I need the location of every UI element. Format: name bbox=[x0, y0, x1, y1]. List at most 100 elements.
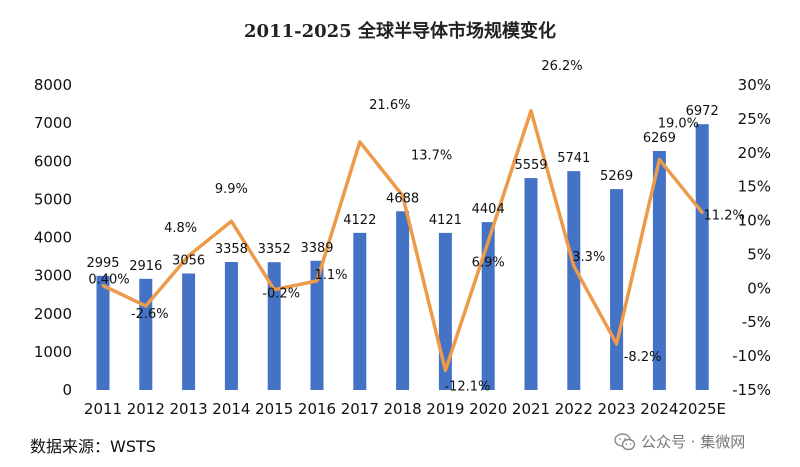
bar-value-label: 6972 bbox=[686, 104, 719, 119]
x-tick-label: 2022 bbox=[555, 400, 593, 418]
wechat-icon bbox=[614, 432, 636, 450]
left-tick-label: 4000 bbox=[34, 229, 72, 247]
left-axis: 0 1000 2000 3000 4000 5000 6000 7000 8000 bbox=[34, 76, 72, 399]
right-tick-label: 0% bbox=[747, 279, 771, 297]
line-point bbox=[443, 368, 447, 372]
bar bbox=[353, 232, 367, 390]
line-point bbox=[229, 219, 233, 223]
bar bbox=[695, 124, 709, 390]
growth-value-label: 26.2% bbox=[541, 59, 582, 74]
line-point bbox=[700, 210, 704, 214]
left-tick-label: 2000 bbox=[34, 305, 72, 323]
x-axis: 2011 2012 2013 2014 2015 2016 2017 2018 2019 2020… bbox=[84, 400, 726, 418]
right-tick-label: 10% bbox=[738, 212, 771, 230]
line-point bbox=[529, 109, 533, 113]
bar bbox=[139, 278, 153, 390]
x-tick-label: 2014 bbox=[212, 400, 250, 418]
right-tick-label: 30% bbox=[738, 76, 771, 94]
right-tick-label: 20% bbox=[738, 144, 771, 162]
x-tick-label: 2017 bbox=[341, 400, 379, 418]
bar-value-label: 2916 bbox=[129, 259, 162, 274]
bar bbox=[310, 260, 324, 390]
left-tick-label: 5000 bbox=[34, 190, 72, 208]
line-point bbox=[486, 240, 490, 244]
right-tick-label: -5% bbox=[742, 313, 771, 331]
point-labels: 0.40% -2.6% 4.8% 9.9% -0.2% 1.1% 21.6% 13.7% -12… bbox=[88, 59, 745, 395]
line-point bbox=[187, 254, 191, 258]
bar-value-label: 4688 bbox=[386, 191, 419, 206]
line-point bbox=[615, 342, 619, 346]
right-tick-label: 25% bbox=[738, 110, 771, 128]
bar-value-label: 5269 bbox=[600, 169, 633, 184]
bar bbox=[96, 275, 110, 390]
line-series bbox=[101, 109, 704, 373]
bar-value-label: 3358 bbox=[215, 242, 248, 257]
growth-value-label: -8.2% bbox=[624, 350, 662, 365]
right-tick-label: 15% bbox=[738, 178, 771, 196]
bar-value-label: 5559 bbox=[514, 158, 547, 173]
line-point bbox=[401, 193, 405, 197]
bar bbox=[652, 150, 666, 390]
growth-value-label: 3.3% bbox=[572, 250, 605, 265]
growth-value-label: -2.6% bbox=[131, 307, 169, 322]
bar bbox=[610, 189, 624, 390]
x-tick-label: 2025E bbox=[678, 400, 726, 418]
right-tick-label: -15% bbox=[732, 381, 771, 399]
growth-value-label: 6.9% bbox=[472, 256, 505, 271]
bar bbox=[267, 262, 281, 390]
x-tick-label: 2020 bbox=[469, 400, 507, 418]
x-tick-label: 2023 bbox=[598, 400, 636, 418]
left-tick-label: 0 bbox=[62, 381, 72, 399]
growth-value-label: 21.6% bbox=[369, 98, 410, 113]
bar-value-label: 4121 bbox=[429, 213, 462, 228]
x-tick-label: 2016 bbox=[298, 400, 336, 418]
x-tick-label: 2018 bbox=[384, 400, 422, 418]
left-tick-label: 7000 bbox=[34, 114, 72, 132]
bar-value-label: 6269 bbox=[643, 131, 676, 146]
line-point bbox=[101, 284, 105, 288]
line-point bbox=[572, 264, 576, 268]
growth-value-label: 19.0% bbox=[658, 117, 699, 132]
bar-labels: 2995 2916 3056 3358 3352 3389 4122 4688 4121 4404… bbox=[86, 104, 718, 274]
growth-value-label: -12.1% bbox=[444, 379, 490, 394]
x-tick-label: 2019 bbox=[426, 400, 464, 418]
x-tick-label: 2021 bbox=[512, 400, 550, 418]
bar-value-label: 3056 bbox=[172, 253, 205, 268]
growth-value-label: -0.2% bbox=[262, 287, 300, 302]
x-tick-label: 2011 bbox=[84, 400, 122, 418]
left-tick-label: 1000 bbox=[34, 343, 72, 361]
bar-value-label: 3352 bbox=[258, 242, 291, 257]
x-tick-label: 2013 bbox=[170, 400, 208, 418]
bar bbox=[224, 261, 238, 390]
data-source: 数据来源：WSTS bbox=[30, 437, 156, 456]
growth-value-label: 0.40% bbox=[88, 273, 129, 288]
x-tick-label: 2024 bbox=[640, 400, 678, 418]
growth-value-label: 9.9% bbox=[215, 182, 248, 197]
growth-value-label: 11.2% bbox=[704, 208, 745, 223]
bar bbox=[396, 211, 410, 390]
right-tick-label: -10% bbox=[732, 347, 771, 365]
left-tick-label: 6000 bbox=[34, 152, 72, 170]
chart-title: 2011-2025 全球半导体市场规模变化 bbox=[244, 20, 556, 42]
watermark-text: 公众号 · 集微网 bbox=[641, 433, 746, 451]
left-tick-label: 8000 bbox=[34, 76, 72, 94]
line-point bbox=[315, 279, 319, 283]
x-tick-label: 2015 bbox=[255, 400, 293, 418]
line-point bbox=[272, 288, 276, 292]
bar-value-label: 4404 bbox=[472, 202, 505, 217]
growth-value-label: 1.1% bbox=[314, 268, 347, 283]
bar bbox=[481, 222, 495, 390]
x-tick-label: 2012 bbox=[127, 400, 165, 418]
line-point bbox=[358, 140, 362, 144]
bar-value-label: 5741 bbox=[557, 151, 590, 166]
bar bbox=[567, 171, 581, 390]
watermark: 公众号 · 集微网 bbox=[614, 431, 745, 452]
bar-value-label: 4122 bbox=[343, 213, 376, 228]
growth-value-label: 13.7% bbox=[411, 148, 452, 163]
right-axis: -15% -10% -5% 0% 5% 10% 15% 20% 25% 30% bbox=[732, 76, 771, 399]
bar bbox=[182, 273, 196, 390]
growth-value-label: 4.8% bbox=[164, 221, 197, 236]
line-point bbox=[144, 304, 148, 308]
bar bbox=[524, 178, 538, 390]
